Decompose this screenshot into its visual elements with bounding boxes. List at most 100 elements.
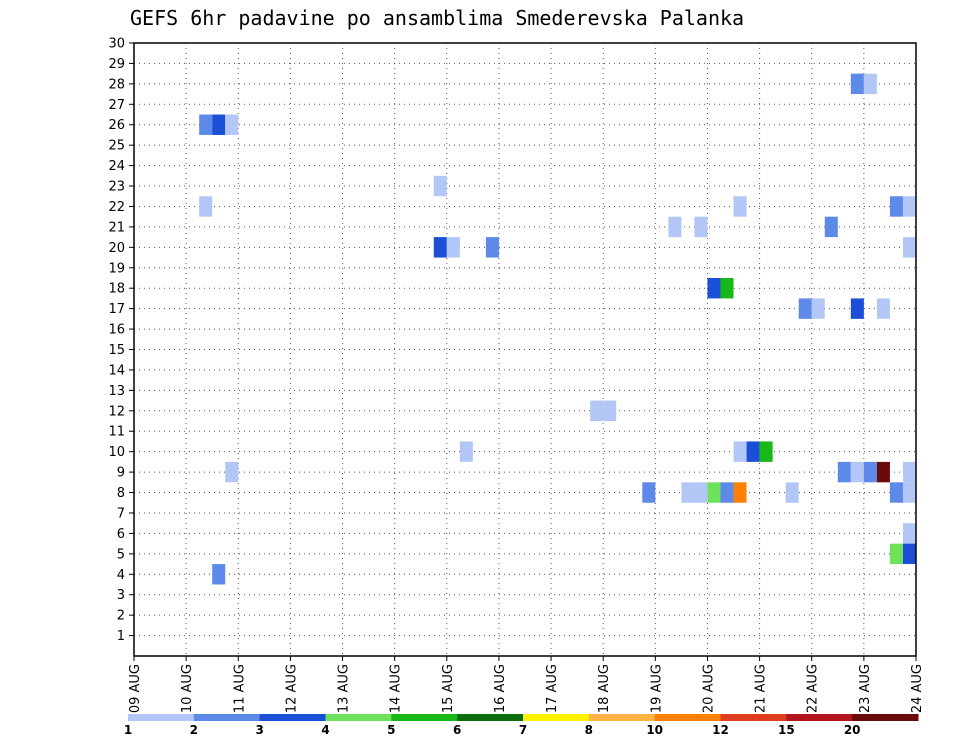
y-tick-label: 12 xyxy=(108,404,125,419)
y-tick-label: 14 xyxy=(108,363,125,378)
x-tick-label: 20 AUG xyxy=(701,664,716,713)
colorbar-label: 6 xyxy=(453,723,461,737)
precip-cell xyxy=(863,73,877,95)
precip-cell xyxy=(681,482,695,503)
y-tick-label: 23 xyxy=(108,180,125,195)
y-tick-label: 5 xyxy=(117,547,125,562)
precip-cell xyxy=(199,114,213,135)
colorbar-segment xyxy=(391,714,458,721)
y-tick-label: 26 xyxy=(108,118,125,133)
precip-cell xyxy=(733,196,747,217)
y-tick-label: 21 xyxy=(108,220,125,235)
chart-title: GEFS 6hr padavine po ansamblima Smederev… xyxy=(130,6,744,30)
y-tick-label: 15 xyxy=(108,343,125,358)
x-tick-label: 17 AUG xyxy=(545,664,560,713)
y-tick-label: 20 xyxy=(108,241,125,256)
y-tick-label: 30 xyxy=(108,37,125,52)
y-tick-label: 8 xyxy=(117,486,125,501)
y-tick-label: 11 xyxy=(108,425,125,440)
x-tick-label: 24 AUG xyxy=(910,664,925,713)
colorbar-segment xyxy=(654,714,721,721)
precip-cell xyxy=(485,237,499,258)
colorbar-segment xyxy=(325,714,392,721)
x-tick-label: 11 AUG xyxy=(232,664,247,713)
precip-cell xyxy=(902,543,916,565)
y-tick-label: 13 xyxy=(108,384,125,399)
precip-cell xyxy=(446,237,460,258)
x-tick-label: 22 AUG xyxy=(806,664,821,713)
precip-cell xyxy=(902,461,916,483)
precip-cell xyxy=(707,482,721,503)
colorbar-label: 2 xyxy=(190,723,198,737)
y-tick-label: 6 xyxy=(117,527,125,542)
colorbar-label: 10 xyxy=(646,723,663,737)
precip-cell xyxy=(902,523,916,544)
precip-cell xyxy=(759,441,773,462)
y-tick-label: 28 xyxy=(108,77,125,92)
x-tick-label: 14 AUG xyxy=(389,664,404,713)
x-tick-label: 12 AUG xyxy=(284,664,299,713)
precip-cell xyxy=(590,400,604,422)
precip-cell xyxy=(876,298,890,319)
colorbar-segment xyxy=(259,714,326,721)
precip-cell xyxy=(642,482,656,503)
colorbar-label: 4 xyxy=(321,723,329,737)
precip-cell xyxy=(199,196,213,217)
precip-cell xyxy=(746,441,760,462)
precip-cell xyxy=(225,461,239,483)
y-tick-label: 25 xyxy=(108,139,125,154)
x-tick-label: 19 AUG xyxy=(649,664,664,713)
precip-cell xyxy=(720,277,734,299)
x-tick-label: 15 AUG xyxy=(441,664,456,713)
precip-cell xyxy=(902,482,916,503)
y-tick-label: 29 xyxy=(108,57,125,72)
precip-cell xyxy=(603,400,617,422)
y-tick-label: 27 xyxy=(108,98,125,113)
colorbar-segment xyxy=(128,714,195,721)
y-tick-label: 22 xyxy=(108,200,125,215)
x-tick-label: 21 AUG xyxy=(754,664,769,713)
precip-cell xyxy=(850,461,864,483)
data-cells xyxy=(199,73,916,585)
y-tick-label: 2 xyxy=(117,609,125,624)
colorbar-label: 20 xyxy=(844,723,861,737)
x-tick-label: 09 AUG xyxy=(128,664,143,713)
y-tick-label: 9 xyxy=(117,466,125,481)
precip-cell xyxy=(720,482,734,503)
precip-cell xyxy=(733,482,747,503)
x-tick-label: 13 AUG xyxy=(337,664,352,713)
precip-cell xyxy=(433,175,447,197)
precip-cell xyxy=(837,461,851,483)
colorbar-segment xyxy=(588,714,656,721)
precip-cell xyxy=(668,216,682,238)
colorbar-segment xyxy=(720,714,787,721)
precip-cell xyxy=(824,216,838,238)
colorbar: 1 2 3 4 5 6 7 8 10 12 15 20 xyxy=(124,714,919,737)
precip-cell xyxy=(863,461,877,483)
y-tick-label: 7 xyxy=(117,506,125,521)
precip-cell xyxy=(212,114,226,135)
precip-cell xyxy=(798,298,812,319)
colorbar-segment xyxy=(786,714,853,721)
precip-cell xyxy=(785,482,799,503)
colorbar-segment xyxy=(523,714,590,721)
colorbar-label: 8 xyxy=(585,723,593,737)
y-tick-label: 17 xyxy=(108,302,125,317)
precip-cell xyxy=(707,277,721,299)
y-axis-ticks: 1234567891011121314151617181920212223242… xyxy=(108,37,134,644)
y-tick-label: 18 xyxy=(108,282,125,297)
y-tick-label: 1 xyxy=(117,629,125,644)
y-tick-label: 19 xyxy=(108,261,125,276)
precip-cell xyxy=(811,298,825,319)
precip-cell xyxy=(694,216,708,238)
precip-cell xyxy=(850,298,864,319)
precip-cell xyxy=(889,196,903,217)
precip-cell xyxy=(902,237,916,258)
precip-cell xyxy=(212,564,226,585)
x-axis-ticks: 09 AUG 10 AUG 11 AUG 12 AUG 13 AUG 14 AUG 15 A… xyxy=(128,656,925,713)
colorbar-segment xyxy=(852,714,919,721)
colorbar-label: 12 xyxy=(712,723,729,737)
colorbar-label: 15 xyxy=(778,723,795,737)
precip-cell xyxy=(433,237,447,258)
